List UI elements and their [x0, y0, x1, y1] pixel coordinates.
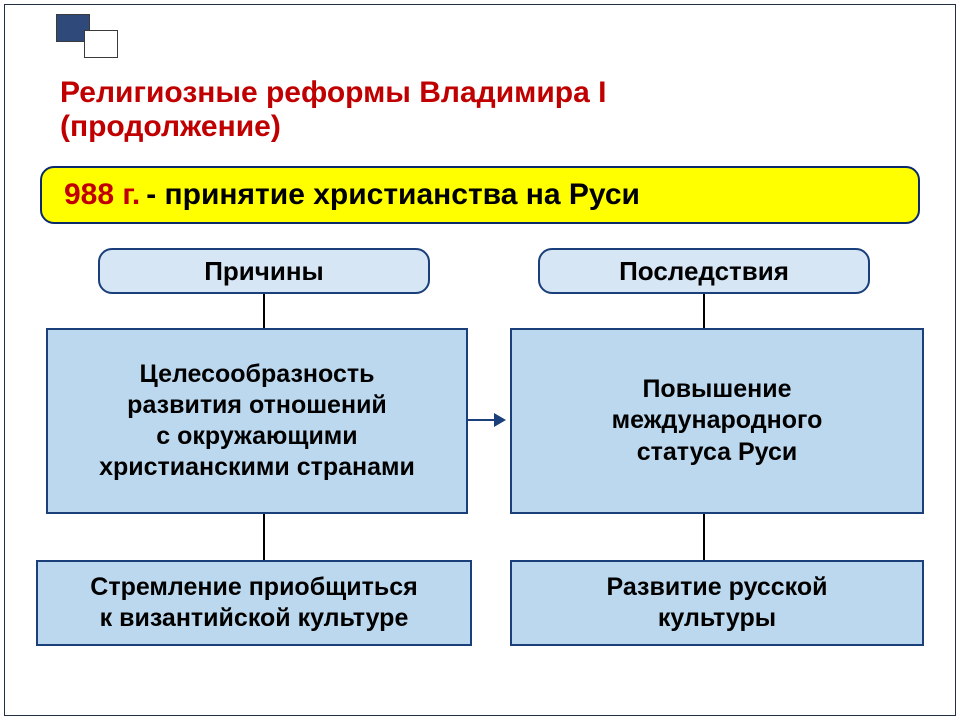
text-line: культуры	[606, 603, 827, 634]
connector	[703, 514, 705, 560]
effect-box-1-text: Повышение международного статуса Руси	[612, 374, 823, 468]
text-line: Повышение	[612, 374, 823, 405]
cause-box-1-text: Целесообразность развития отношений с ок…	[99, 359, 415, 484]
effects-header-text: Последствия	[619, 255, 789, 288]
event-banner: 988 г. - принятие христианства на Руси	[40, 166, 920, 224]
effect-box-2-text: Развитие русской культуры	[606, 572, 827, 635]
text-line: Стремление приобщиться	[90, 572, 417, 603]
text-line: международного	[612, 405, 823, 436]
cause-box-2-text: Стремление приобщиться к византийской ку…	[90, 572, 417, 635]
title-line-1: Религиозные реформы Владимира I	[60, 76, 900, 110]
text-line: христианскими странами	[99, 452, 415, 483]
slide-title: Религиозные реформы Владимира I (продолж…	[60, 76, 900, 144]
effect-box-2: Развитие русской культуры	[510, 560, 924, 646]
cause-box-2: Стремление приобщиться к византийской ку…	[36, 560, 472, 646]
text-line: статуса Руси	[612, 437, 823, 468]
effect-box-1: Повышение международного статуса Руси	[510, 328, 924, 514]
effects-header: Последствия	[538, 248, 870, 294]
cause-box-1: Целесообразность развития отношений с ок…	[46, 328, 468, 514]
text-line: развития отношений	[99, 390, 415, 421]
arrow-head-icon	[494, 413, 506, 427]
text-line: Развитие русской	[606, 572, 827, 603]
connector	[263, 294, 265, 328]
causes-header: Причины	[98, 248, 430, 294]
text-line: Целесообразность	[99, 359, 415, 390]
event-description: - принятие христианства на Руси	[146, 178, 640, 212]
connector	[703, 294, 705, 328]
text-line: к византийской культуре	[90, 603, 417, 634]
causes-header-text: Причины	[204, 255, 324, 288]
connector	[263, 514, 265, 560]
arrow-shaft	[468, 419, 494, 421]
event-year: 988 г.	[64, 178, 140, 212]
text-line: с окружающими	[99, 421, 415, 452]
corner-ornament	[56, 14, 122, 64]
title-line-2: (продолжение)	[60, 110, 900, 144]
